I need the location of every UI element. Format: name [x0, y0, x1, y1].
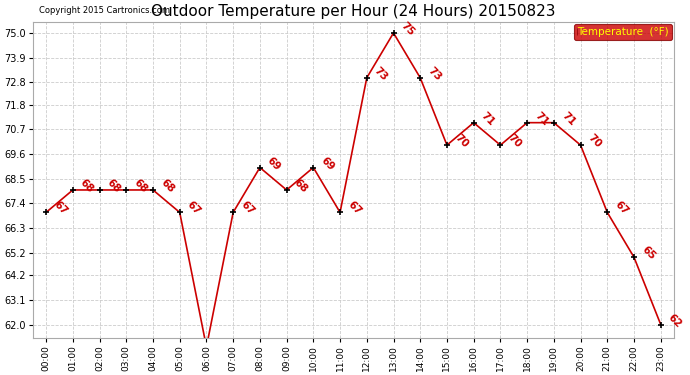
- Text: 68: 68: [292, 177, 310, 195]
- Text: 70: 70: [586, 132, 604, 150]
- Text: 68: 68: [105, 177, 122, 195]
- Text: 71: 71: [480, 110, 497, 128]
- Legend: Temperature  (°F): Temperature (°F): [574, 24, 672, 40]
- Text: 71: 71: [533, 110, 550, 128]
- Text: 73: 73: [373, 65, 390, 82]
- Text: 67: 67: [346, 200, 363, 217]
- Text: 68: 68: [159, 177, 176, 195]
- Text: 62: 62: [667, 312, 684, 329]
- Text: 69: 69: [319, 155, 336, 172]
- Text: 75: 75: [399, 20, 417, 38]
- Text: 71: 71: [560, 110, 577, 128]
- Text: 61: 61: [0, 374, 1, 375]
- Title: Outdoor Temperature per Hour (24 Hours) 20150823: Outdoor Temperature per Hour (24 Hours) …: [151, 4, 555, 19]
- Text: 67: 67: [613, 200, 630, 217]
- Text: 68: 68: [132, 177, 149, 195]
- Text: 67: 67: [186, 200, 203, 217]
- Text: 70: 70: [506, 132, 523, 150]
- Text: Copyright 2015 Cartronics.com: Copyright 2015 Cartronics.com: [39, 6, 170, 15]
- Text: 67: 67: [239, 200, 256, 217]
- Text: 67: 67: [52, 200, 69, 217]
- Text: 68: 68: [79, 177, 96, 195]
- Text: 69: 69: [266, 155, 283, 172]
- Text: 73: 73: [426, 65, 443, 82]
- Text: 65: 65: [640, 244, 657, 262]
- Text: 70: 70: [453, 132, 470, 150]
